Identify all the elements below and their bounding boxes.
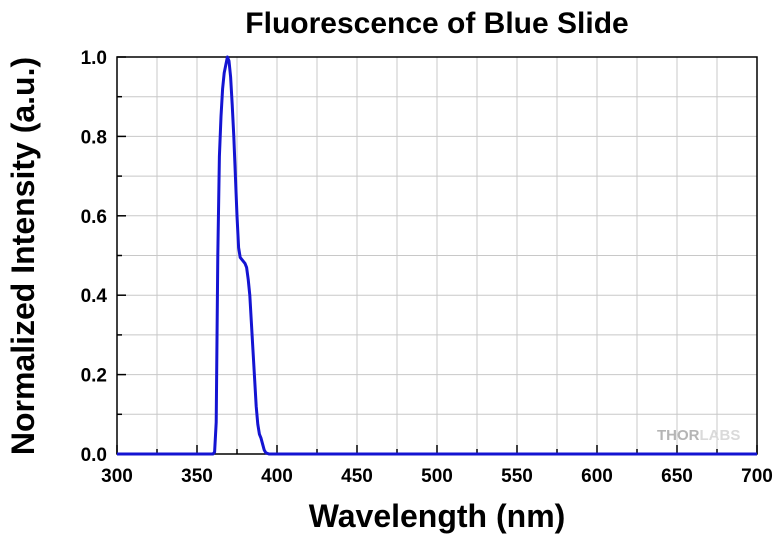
y-tick-label: 0.6	[81, 207, 107, 228]
x-tick-label: 300	[101, 466, 133, 487]
y-tick-label: 0.8	[81, 127, 107, 148]
series-layer	[117, 55, 757, 456]
y-tick-label: 1.0	[81, 48, 107, 69]
x-tick-label: 350	[181, 466, 213, 487]
y-axis-label: Normalized Intensity (a.u.)	[5, 57, 41, 455]
x-tick-label: 600	[581, 466, 613, 487]
thorlabs-watermark: THORLABS	[657, 427, 740, 444]
y-tick-label: 0.0	[81, 445, 107, 466]
y-tick-label: 0.2	[81, 366, 107, 387]
tick-labels: 300 350 400 450 500 550 600 650 700 0.0 0.2 0.4 0.6 0…	[81, 48, 773, 487]
x-tick-label: 500	[421, 466, 453, 487]
y-tick-label: 0.4	[81, 286, 108, 307]
grid	[117, 57, 757, 454]
svg-text:THORLABS: THORLABS	[657, 427, 740, 444]
x-tick-label: 550	[501, 466, 533, 487]
x-tick-label: 650	[661, 466, 693, 487]
watermark-thor: THOR	[657, 427, 700, 444]
x-axis-label: Wavelength (nm)	[309, 498, 566, 534]
watermark-labs: LABS	[700, 427, 741, 444]
series-line	[117, 55, 757, 456]
x-tick-label: 400	[261, 466, 293, 487]
x-tick-label: 450	[341, 466, 373, 487]
chart-title: Fluorescence of Blue Slide	[245, 7, 628, 40]
x-tick-label: 700	[741, 466, 773, 487]
